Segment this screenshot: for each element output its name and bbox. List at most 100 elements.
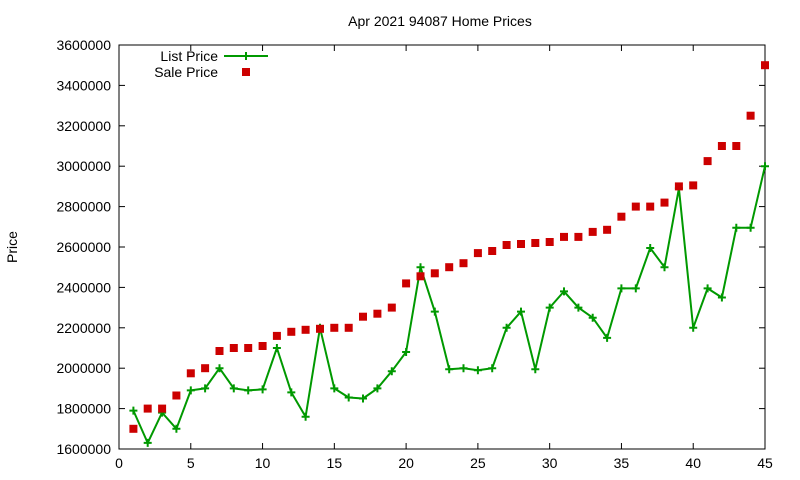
sale-price-point-0 [129, 424, 138, 433]
y-tick-label-1: 1800000 [56, 401, 111, 417]
sale-price-point-25 [488, 247, 497, 255]
sale-price-point-44 [761, 61, 769, 70]
list-price-point-12 [301, 412, 310, 421]
list-price-point-10 [272, 344, 281, 352]
x-tick-label-1: 5 [187, 455, 195, 471]
sale-price-point-15 [344, 323, 353, 332]
list-price-point-24 [473, 366, 482, 375]
series-line-list-price [132, 165, 766, 444]
sale-price-point-3 [172, 391, 181, 400]
y-tick-label-5: 2600000 [56, 239, 111, 255]
sale-price-point-28 [531, 239, 540, 247]
sale-price-point-11 [287, 327, 296, 336]
list-price-point-17 [373, 384, 382, 393]
sale-price-point-1 [143, 404, 152, 413]
sale-price-point-8 [244, 344, 253, 352]
list-price-point-3 [172, 424, 181, 433]
list-price-point-7 [229, 384, 238, 393]
list-price-point-37 [660, 263, 669, 272]
sale-price-point-27 [517, 240, 525, 248]
sale-price-point-22 [445, 263, 454, 272]
list-price-point-25 [488, 364, 497, 373]
list-price-point-15 [344, 393, 353, 402]
sale-price-point-36 [646, 202, 655, 211]
sale-price-point-34 [617, 212, 626, 221]
x-tick-label-3: 15 [327, 455, 343, 471]
y-tick-label-9: 3400000 [56, 77, 111, 93]
list-price-point-11 [287, 388, 296, 397]
sale-price-point-40 [703, 157, 712, 166]
list-price-point-20 [416, 263, 425, 272]
sale-price-point-14 [330, 323, 339, 332]
legend-label-sale-price: Sale Price [154, 64, 218, 80]
list-price-point-27 [517, 307, 525, 316]
list-price-point-26 [502, 323, 511, 332]
list-price-point-30 [560, 287, 568, 296]
list-price-point-34 [617, 284, 626, 293]
sale-price-point-10 [272, 331, 281, 340]
list-price-point-18 [387, 367, 396, 376]
list-price-point-32 [588, 313, 597, 322]
sale-price-point-5 [201, 364, 210, 373]
x-tick-label-0: 0 [115, 455, 123, 471]
sale-price-point-35 [631, 202, 640, 211]
y-tick-label-3: 2200000 [56, 320, 111, 336]
y-tick-label-2: 2000000 [56, 360, 111, 376]
sale-price-point-31 [574, 232, 583, 241]
list-price-point-5 [201, 384, 210, 393]
list-price-point-36 [646, 244, 655, 252]
axis-ticks: 0 5 10 15 20 25 30 35 40 45 1600000 1800000 2000000 2… [56, 37, 773, 471]
list-price-point-9 [258, 385, 267, 394]
sale-price-point-2 [158, 404, 167, 413]
x-tick-label-9: 45 [757, 455, 773, 471]
list-price-point-44 [761, 162, 769, 171]
chart-title: Apr 2021 94087 Home Prices [348, 13, 532, 29]
sale-price-point-26 [502, 241, 511, 249]
list-price-point-0 [129, 406, 138, 415]
list-price-point-31 [574, 303, 583, 312]
sale-price-point-16 [359, 312, 367, 321]
sale-price-point-38 [674, 182, 683, 191]
sale-price-point-24 [473, 249, 482, 258]
list-price-point-42 [732, 223, 741, 232]
sale-price-point-9 [258, 342, 267, 350]
sale-price-point-39 [689, 181, 698, 190]
list-price-point-1 [143, 438, 152, 447]
legend: List Price Sale Price [154, 48, 268, 80]
series-layer [129, 61, 769, 447]
sale-price-point-6 [215, 347, 224, 355]
sale-price-point-23 [459, 259, 468, 268]
sale-price-point-37 [660, 198, 669, 207]
sale-price-point-19 [402, 279, 411, 288]
list-price-point-29 [545, 303, 554, 312]
x-tick-label-5: 25 [470, 455, 486, 471]
list-price-point-39 [689, 323, 698, 332]
y-tick-label-0: 1600000 [56, 441, 111, 457]
legend-marker-list-price [242, 52, 250, 60]
sale-price-point-32 [588, 227, 597, 236]
sale-price-point-41 [717, 142, 726, 150]
x-tick-label-8: 40 [685, 455, 701, 471]
sale-price-point-30 [560, 232, 568, 241]
y-tick-label-6: 2800000 [56, 199, 111, 215]
list-price-point-16 [359, 394, 367, 403]
y-tick-label-4: 2400000 [56, 279, 111, 295]
sale-price-point-4 [186, 369, 195, 378]
list-price-point-33 [603, 333, 612, 342]
sale-price-point-12 [301, 325, 310, 334]
list-price-point-43 [746, 223, 755, 232]
legend-marker-sale-price [242, 68, 250, 76]
sale-price-point-13 [316, 324, 324, 333]
list-price-point-4 [186, 386, 195, 395]
x-tick-label-6: 30 [542, 455, 558, 471]
list-price-point-23 [459, 364, 468, 373]
list-price-point-35 [631, 284, 640, 293]
list-price-point-21 [430, 307, 439, 316]
y-axis-label: Price [4, 231, 20, 263]
sale-price-point-17 [373, 309, 382, 318]
sale-price-point-33 [603, 225, 612, 234]
y-tick-label-7: 3000000 [56, 158, 111, 174]
list-price-point-41 [717, 293, 726, 302]
sale-price-point-18 [387, 303, 396, 312]
